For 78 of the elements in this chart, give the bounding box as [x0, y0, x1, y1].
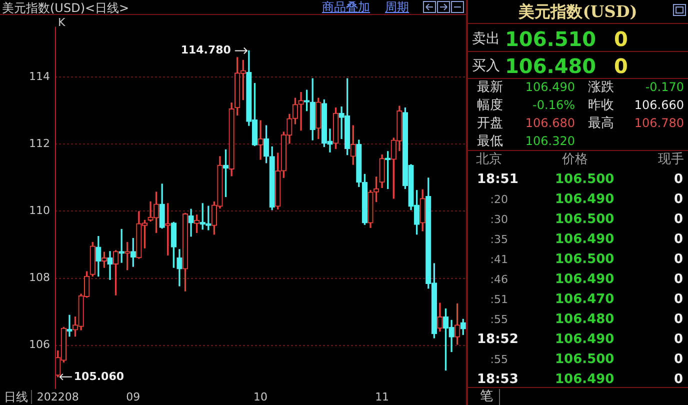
text: :46: [490, 273, 508, 287]
text: 最低: [477, 134, 503, 150]
text: 0: [674, 252, 683, 268]
text: 昨收: [588, 98, 614, 114]
text: 最高: [588, 116, 614, 132]
text: 106.500: [555, 252, 614, 268]
text: 106.320: [525, 134, 575, 149]
text: -0.16%: [532, 98, 575, 113]
annotation: 105.060: [74, 370, 124, 383]
text: 18:52: [477, 332, 518, 348]
y-tick-label: 114: [29, 70, 50, 83]
text: 0: [674, 292, 683, 308]
candlestick: [118, 228, 124, 263]
text: :20: [490, 193, 508, 207]
text: 106.510: [505, 27, 596, 51]
text: 最新: [477, 80, 503, 96]
text: 美元指数(USD): [517, 2, 638, 23]
text: :30: [490, 213, 508, 227]
text: 买入: [472, 58, 500, 75]
annotation: 114.780: [180, 44, 232, 57]
text: 106.490: [555, 332, 614, 348]
text: :41: [490, 253, 508, 267]
text: 开盘: [477, 116, 503, 132]
text: 106.660: [634, 98, 684, 113]
annotation: K: [58, 16, 66, 30]
text: 0: [614, 54, 628, 78]
text: :51: [490, 293, 508, 307]
text: 106.490: [555, 272, 614, 288]
text: -0.170: [645, 80, 684, 95]
text: 18:51: [477, 172, 518, 188]
text: 106.680: [525, 116, 575, 131]
text: :55: [490, 353, 508, 367]
y-tick-label: 106: [29, 338, 50, 352]
text: 涨跌: [588, 80, 614, 96]
text: :35: [490, 233, 508, 247]
text: 0: [674, 212, 683, 228]
text: 0: [674, 352, 683, 368]
text: 0: [674, 272, 683, 288]
text: 106.500: [555, 172, 614, 188]
y-tick-label: 108: [29, 271, 50, 284]
text: 106.780: [634, 116, 684, 131]
text: 106.490: [555, 372, 614, 388]
text: :55: [490, 313, 508, 327]
text: 106.470: [555, 292, 614, 308]
text: 价格: [562, 152, 588, 168]
text: 0: [674, 332, 683, 348]
candlestick: [298, 92, 304, 131]
y-tick-label: 110: [29, 204, 50, 218]
text: 18:53: [477, 372, 518, 388]
text: 106.500: [555, 212, 614, 228]
text: 106.480: [505, 54, 596, 78]
text: 商品叠加: [322, 0, 370, 14]
text: 0: [674, 192, 683, 208]
text: 106.490: [555, 192, 614, 208]
text: 0: [674, 372, 683, 388]
y-tick-label: 112: [29, 136, 50, 150]
candlestick: [258, 120, 264, 160]
x-tick-label: 09: [126, 390, 140, 404]
text: 0: [614, 27, 628, 51]
text: 0: [674, 312, 683, 328]
candlestick: [107, 251, 113, 280]
x-tick-label: 202208: [36, 390, 79, 404]
text: 现手: [658, 152, 684, 168]
text: 笔: [477, 389, 500, 405]
text: 0: [674, 232, 683, 248]
text: 106.490: [525, 80, 575, 95]
text: 106.500: [555, 352, 614, 368]
text: 幅度: [477, 98, 503, 114]
text: 106.480: [555, 312, 614, 328]
text: 0: [674, 172, 683, 188]
chart-title: 美元指数(USD)<日线>: [2, 0, 130, 17]
text: 106.490: [555, 232, 614, 248]
text: 北京: [476, 152, 502, 168]
x-tick-label: 10: [254, 390, 268, 404]
text: 卖出: [472, 31, 500, 48]
text: 日线: [4, 390, 32, 404]
x-tick-label: 11: [375, 390, 390, 404]
text: 周期: [385, 0, 409, 14]
